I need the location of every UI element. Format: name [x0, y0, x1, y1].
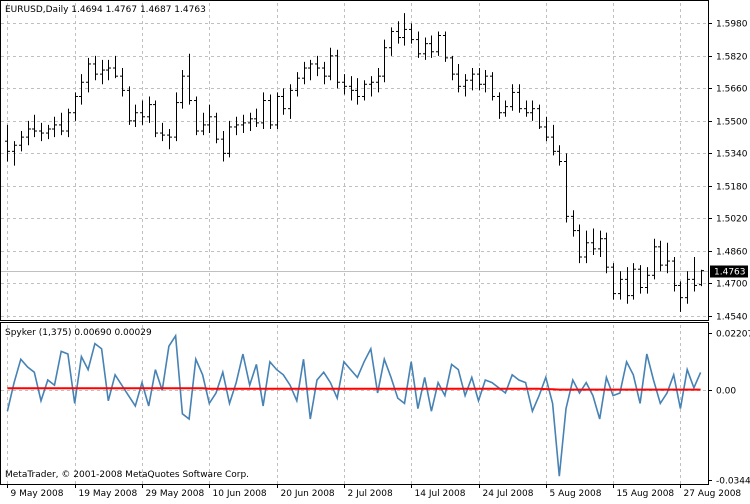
price-tick-label: 1.5500	[716, 118, 748, 128]
indicator-tick-label: 0.00	[716, 387, 736, 397]
price-tick-label: 1.5020	[716, 215, 748, 225]
price-tick-label: 1.4540	[716, 313, 748, 323]
date-tick-label: 9 May 2008	[11, 489, 64, 499]
current-price-label: 1.4763	[714, 268, 746, 278]
date-tick-label: 15 Aug 2008	[617, 489, 675, 499]
price-tick-label: 1.5660	[716, 85, 748, 95]
date-tick-label: 24 Jul 2008	[483, 489, 534, 499]
price-tick-label: 1.5340	[716, 150, 748, 160]
indicator-tick-label: 0.02207	[716, 330, 750, 340]
price-tick-label: 1.5180	[716, 183, 748, 193]
date-tick-label: 20 Jun 2008	[281, 489, 335, 499]
date-tick-label: 2 Jul 2008	[348, 489, 393, 499]
date-tick-label: 19 May 2008	[79, 489, 138, 499]
date-tick-label: 10 Jun 2008	[213, 489, 267, 499]
date-tick-label: 29 May 2008	[146, 489, 205, 499]
main-chart-header: EURUSD,Daily 1.4694 1.4767 1.4687 1.4763	[5, 5, 206, 15]
price-tick-label: 1.4700	[716, 280, 748, 290]
date-tick-label: 5 Aug 2008	[550, 489, 602, 499]
date-tick-label: 27 Aug 2008	[684, 489, 742, 499]
price-tick-label: 1.5980	[716, 20, 748, 30]
price-tick-label: 1.4860	[716, 248, 748, 258]
indicator-header: Spyker (1,375) 0.00690 0.00029	[5, 328, 152, 338]
price-tick-label: 1.5820	[716, 53, 748, 63]
date-tick-label: 14 Jul 2008	[415, 489, 466, 499]
indicator-tick-label: -0.03447	[716, 477, 750, 487]
copyright-footer: MetaTrader, © 2001-2008 MetaQuotes Softw…	[5, 470, 249, 480]
